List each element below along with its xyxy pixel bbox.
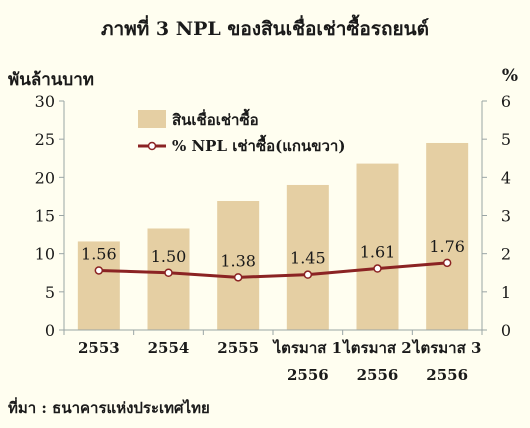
data-label: 1.45: [290, 249, 326, 268]
x-tick-label: ไตรมาส 2: [341, 338, 411, 357]
legend-bar-label: สินเชื่อเช่าซื้อ: [172, 108, 259, 129]
left-tick-label: 30: [35, 92, 55, 111]
right-tick-label: 5: [501, 130, 511, 149]
data-label: 1.76: [429, 237, 465, 256]
right-tick-label: 4: [501, 168, 511, 187]
x-tick-label: 2554: [148, 339, 190, 357]
right-tick-label: 6: [501, 92, 511, 111]
right-tick-label: 2: [501, 245, 511, 264]
bar: [356, 163, 399, 330]
data-label: 1.61: [360, 243, 396, 262]
left-tick-label: 15: [35, 207, 55, 226]
chart-title: ภาพที่ 3 NPL ของสินเชื่อเช่าซื้อรถยนต์: [101, 18, 429, 40]
x-tick-label: 2556: [287, 366, 329, 384]
data-label: 1.50: [151, 247, 187, 266]
bar: [217, 200, 260, 330]
x-tick-label: ไตรมาส 1: [272, 338, 342, 357]
npl-point: [442, 258, 452, 268]
left-tick-label: 25: [35, 130, 55, 149]
npl-line: [98, 261, 448, 279]
right-tick-label: 3: [501, 207, 511, 226]
legend-line-label: % NPL เช่าซื้อ(แกนขวา): [172, 134, 345, 155]
data-label: 1.38: [220, 251, 256, 270]
npl-point: [94, 266, 104, 275]
bar: [147, 228, 190, 330]
data-label: 1.56: [81, 244, 117, 263]
right-axis-unit: %: [501, 66, 518, 86]
x-tick-label: 2555: [217, 339, 259, 357]
npl-point: [164, 268, 173, 277]
x-tick-label: 2556: [426, 366, 468, 384]
left-axis-unit: พันล้านบาท: [8, 70, 94, 90]
bar: [426, 142, 469, 330]
legend-line-marker: [147, 141, 157, 151]
left-tick-label: 20: [35, 168, 55, 187]
left-tick-label: 5: [45, 283, 55, 302]
source-note: ที่มา : ธนาคารแห่งประเทศไทย: [8, 399, 210, 417]
bar: [77, 241, 120, 330]
npl-point: [373, 264, 382, 273]
bar: [286, 184, 329, 330]
right-tick-label: 1: [501, 283, 511, 302]
left-tick-label: 10: [35, 245, 55, 264]
x-tick-label: ไตรมาส 3: [411, 338, 481, 357]
right-tick-label: 0: [501, 321, 511, 340]
legend-bar-swatch: [138, 110, 166, 128]
x-tick-label: 2556: [357, 366, 399, 384]
x-tick-label: 2553: [78, 339, 120, 357]
left-tick-label: 0: [45, 321, 55, 340]
npl-point: [233, 273, 243, 282]
npl-point: [303, 270, 313, 279]
